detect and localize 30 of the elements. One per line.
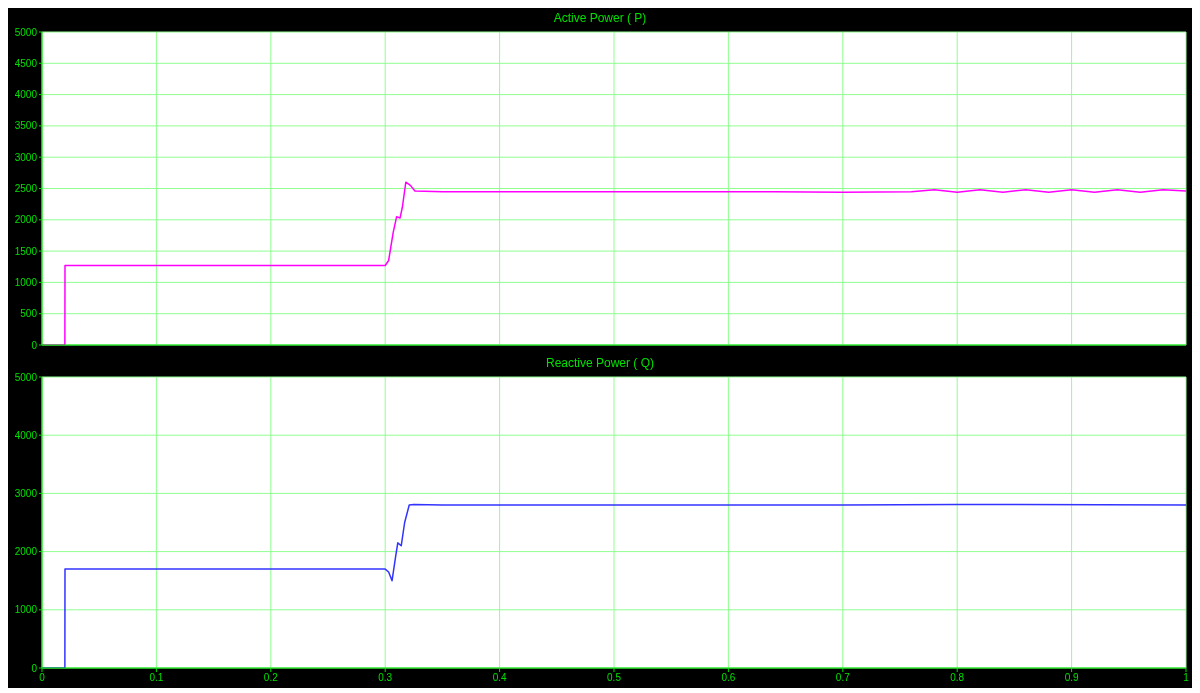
- y-tick-label: 2000: [14, 546, 38, 558]
- chart-title: Active Power ( P): [552, 10, 648, 27]
- y-tick-label: 3500: [14, 120, 38, 132]
- y-tick-label: 500: [20, 308, 38, 320]
- y-tick-label: 1000: [14, 276, 38, 288]
- y-tick-label: 4000: [14, 89, 38, 101]
- x-tick-label: 0.6: [721, 672, 736, 684]
- y-tick-label: 4000: [14, 429, 38, 441]
- y-tick-label: 1000: [14, 604, 38, 616]
- x-tick-label: 0.8: [950, 672, 965, 684]
- y-tick-label: 5000: [14, 371, 38, 383]
- x-tick-label: 0: [39, 672, 46, 684]
- x-tick-label: 0.4: [492, 672, 507, 684]
- x-tick-label: 0.3: [378, 672, 393, 684]
- y-tick-label: 3000: [14, 487, 38, 499]
- x-tick-label: 0.7: [835, 672, 851, 684]
- y-tick-label: 1500: [14, 245, 38, 257]
- x-tick-label: 0.1: [149, 672, 164, 684]
- chart-title: Reactive Power ( Q): [545, 355, 655, 372]
- y-tick-label: 0: [31, 339, 38, 351]
- y-tick-label: 2500: [14, 183, 38, 195]
- y-tick-label: 5000: [14, 26, 38, 38]
- y-tick-label: 2000: [14, 214, 38, 226]
- x-tick-label: 0.5: [607, 672, 622, 684]
- y-tick-label: 0: [31, 662, 38, 674]
- y-tick-label: 3000: [14, 151, 38, 163]
- x-tick-label: 1: [1183, 672, 1190, 684]
- x-tick-label: 0.9: [1064, 672, 1079, 684]
- y-tick-label: 4500: [14, 57, 38, 69]
- x-tick-label: 0.2: [263, 672, 279, 684]
